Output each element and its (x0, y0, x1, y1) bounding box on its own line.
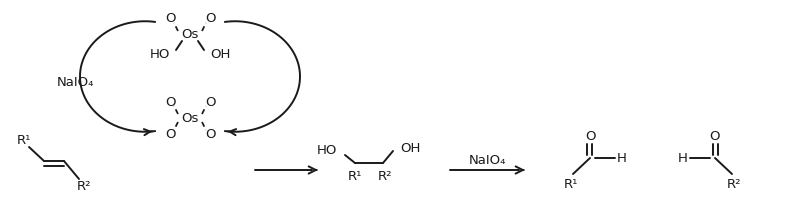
Text: HO: HO (150, 48, 170, 62)
Text: R²: R² (77, 180, 91, 194)
Text: R¹: R¹ (564, 178, 578, 191)
Text: O: O (165, 95, 175, 108)
Text: OH: OH (400, 143, 420, 155)
Text: OH: OH (210, 48, 230, 62)
Text: HO: HO (317, 145, 337, 157)
Text: R¹: R¹ (348, 171, 362, 184)
Text: O: O (205, 95, 215, 108)
Text: H: H (678, 152, 688, 164)
Text: R²: R² (378, 171, 392, 184)
Text: NaIO₄: NaIO₄ (56, 76, 94, 88)
Text: Os: Os (182, 28, 198, 41)
Text: O: O (165, 12, 175, 25)
Text: O: O (165, 127, 175, 141)
Text: O: O (585, 129, 595, 143)
Text: R²: R² (726, 178, 742, 191)
Text: R¹: R¹ (17, 134, 31, 148)
Text: O: O (205, 12, 215, 25)
Text: O: O (205, 127, 215, 141)
Text: H: H (617, 152, 627, 164)
Text: NaIO₄: NaIO₄ (468, 154, 506, 166)
Text: Os: Os (182, 111, 198, 124)
Text: O: O (710, 129, 720, 143)
